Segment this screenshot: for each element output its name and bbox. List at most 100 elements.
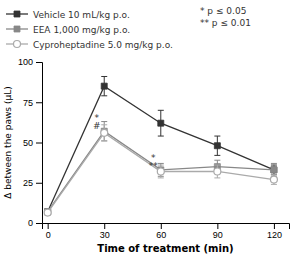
tick-label: 0 (46, 230, 51, 240)
tick-label: 0 (28, 218, 33, 228)
tick-label: 30 (100, 230, 110, 240)
legend-item: Cyproheptadine 5.0 mg/kg p.o. (6, 40, 173, 50)
tick-mark (48, 223, 49, 229)
tick-label: 120 (267, 230, 282, 240)
legend-item: Vehicle 10 mL/kg p.o. (6, 10, 130, 20)
error-bar-cap (158, 110, 164, 111)
tick-mark (36, 102, 42, 103)
error-bar-cap (101, 121, 107, 122)
legend-swatch-marker (14, 41, 21, 48)
error-bar-cap (158, 165, 164, 166)
legend-swatch-marker (14, 11, 20, 17)
legend: Vehicle 10 mL/kg p.o. EEA 1,000 mg/kg p.o… (6, 10, 173, 50)
legend-label: EEA 1,000 mg/kg p.o. (33, 25, 130, 35)
annotation-line: ** (149, 161, 159, 171)
error-bar-cap (158, 163, 164, 164)
error-bar-cap (214, 165, 220, 166)
error-bar-cap (214, 155, 220, 156)
tick-mark (274, 223, 275, 229)
point (271, 167, 277, 173)
tick: 0 (28, 218, 42, 228)
series (45, 122, 277, 215)
annotation: *** (149, 153, 159, 171)
point (271, 167, 277, 173)
error-bar (101, 122, 107, 141)
series-line (48, 133, 274, 213)
error-bar (214, 136, 220, 155)
error-bar-cap (271, 184, 277, 185)
axis-line (43, 224, 290, 230)
tick-mark (217, 223, 218, 229)
error-bar-cap (214, 177, 220, 178)
error-bar-cap (271, 174, 277, 175)
tick: 25 (23, 178, 42, 188)
error-bar-cap (271, 174, 277, 175)
annotation: *# (93, 113, 101, 131)
tick: 50 (23, 138, 42, 148)
legend-swatch-marker (14, 26, 20, 32)
x-axis: 0 30 60 90 120 (43, 223, 290, 240)
chart: 0 30 60 90 120 0 25 50 75 100 Time of treatment (m… (0, 0, 301, 257)
error-bar (271, 165, 277, 175)
tick-mark (36, 62, 42, 63)
tick: 60 (156, 223, 166, 240)
error-bar (214, 165, 220, 178)
x-axis-title: Time of treatment (min) (97, 243, 233, 254)
series-line (48, 131, 274, 211)
error-bar (158, 163, 164, 176)
tick-label: 25 (23, 178, 33, 188)
y-axis: 0 25 50 75 100 (18, 57, 43, 228)
point (270, 176, 277, 183)
error-bar (158, 165, 164, 178)
annotation: ** p ≤ 0.01 (200, 18, 251, 28)
annotation-line: # (93, 121, 101, 131)
error-bar-cap (101, 140, 107, 141)
y-axis-title: Δ between the paws (μL) (3, 86, 13, 198)
tick-mark (161, 223, 162, 229)
tick-label: 75 (23, 98, 33, 108)
error-bar-cap (271, 163, 277, 164)
tick-mark (36, 143, 42, 144)
point (44, 209, 51, 216)
tick: 100 (18, 57, 42, 67)
error-bar (101, 76, 107, 95)
error-bar-cap (158, 177, 164, 178)
series (44, 125, 277, 216)
error-bar-cap (101, 140, 107, 141)
point (101, 83, 107, 89)
error-bar-cap (101, 95, 107, 96)
tick-mark (36, 223, 42, 224)
error-bar-cap (158, 136, 164, 137)
error-bar-cap (101, 124, 107, 125)
tick: 120 (267, 223, 282, 240)
series-line (48, 86, 274, 212)
tick-label: 100 (18, 57, 33, 67)
error-bar (158, 110, 164, 136)
error-bar-cap (214, 160, 220, 161)
tick: 30 (100, 223, 110, 240)
tick-mark (104, 223, 105, 229)
tick-label: 60 (156, 230, 166, 240)
legend-item: EEA 1,000 mg/kg p.o. (6, 25, 130, 35)
tick: 0 (46, 223, 51, 240)
point (158, 120, 164, 126)
series (45, 76, 277, 214)
tick-label: 50 (23, 138, 33, 148)
point (214, 168, 221, 175)
point (101, 129, 108, 136)
point (157, 168, 164, 175)
legend-label: Vehicle 10 mL/kg p.o. (33, 10, 130, 20)
error-bar (271, 175, 277, 185)
annotation: * p ≤ 0.05 (200, 6, 246, 16)
error-bar-cap (101, 76, 107, 77)
plot: 0 30 60 90 120 0 25 50 75 100 (18, 57, 290, 240)
tick: 75 (23, 98, 42, 108)
tick-mark (36, 183, 42, 184)
tick: 90 (213, 223, 223, 240)
point (214, 143, 220, 149)
marks (44, 76, 277, 216)
error-bar (101, 125, 107, 141)
axis-line (36, 63, 43, 224)
legend-label: Cyproheptadine 5.0 mg/kg p.o. (33, 40, 173, 50)
error-bar-cap (214, 136, 220, 137)
